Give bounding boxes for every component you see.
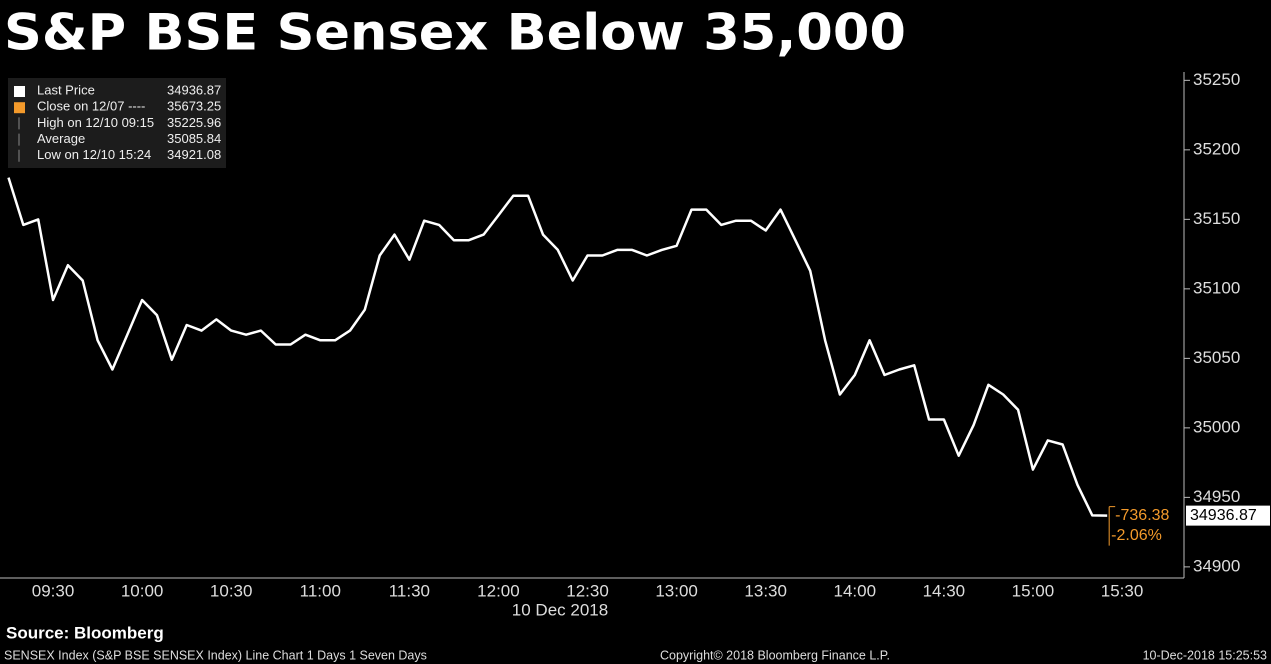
legend-label: Close on 12/07 ---- [37,99,145,114]
x-tick-label: 15:00 [1012,581,1055,600]
footer-left: SENSEX Index (S&P BSE SENSEX Index) Line… [4,648,427,662]
legend-box [8,78,226,168]
x-tick-label: 11:00 [300,581,341,600]
y-tick-label: 34950 [1193,487,1240,506]
x-axis-label: 10 Dec 2018 [512,600,608,619]
x-tick-label: 14:00 [834,581,877,600]
source: Source: Bloomberg [6,623,164,642]
x-tick-label: 13:00 [655,581,698,600]
footer-right: 10-Dec-2018 15:25:53 [1143,648,1267,662]
change-pct: -2.06% [1111,527,1162,544]
legend-label: Low on 12/10 15:24 [37,147,151,162]
last-price-tag [1186,505,1270,526]
legend-value: 34936.87 [167,82,221,97]
y-tick-label: 35000 [1193,417,1240,436]
y-tick-label: 35200 [1193,139,1240,158]
change: -736.38 [1115,507,1169,524]
y-tick-label: 35150 [1193,209,1240,228]
legend-label: Last Price [37,82,95,97]
legend-swatch [14,102,25,114]
x-tick-label: 12:30 [566,581,609,600]
x-tick-label: 09:30 [32,581,75,600]
y-tick-label: 35050 [1193,348,1240,367]
legend-swatch [14,86,25,97]
price-line [7,177,1108,517]
x-tick-label: 11:30 [389,581,430,600]
legend-value: 35673.25 [167,99,221,114]
last-price-label: 34936.87 [1190,507,1257,524]
x-tick-label: 10:00 [121,581,164,600]
footer-center: Copyright© 2018 Bloomberg Finance L.P. [660,648,890,662]
x-tick-label: 12:00 [477,581,520,600]
x-tick-label: 15:30 [1101,581,1144,600]
y-tick-label: 35250 [1193,70,1240,89]
x-tick-label: 13:30 [744,581,787,600]
y-tick-label: 34900 [1193,556,1240,575]
x-tick-label: 14:30 [923,581,966,600]
chart-title: S&P BSE Sensex Below 35,000 [4,4,906,62]
legend-value: 35085.84 [167,131,221,146]
legend-value: 34921.08 [167,147,221,162]
y-tick-label: 35100 [1193,278,1240,297]
legend-label: Average [37,131,85,146]
legend-value: 35225.96 [167,115,221,130]
x-tick-label: 10:30 [210,581,253,600]
legend-label: High on 12/10 09:15 [37,115,154,130]
